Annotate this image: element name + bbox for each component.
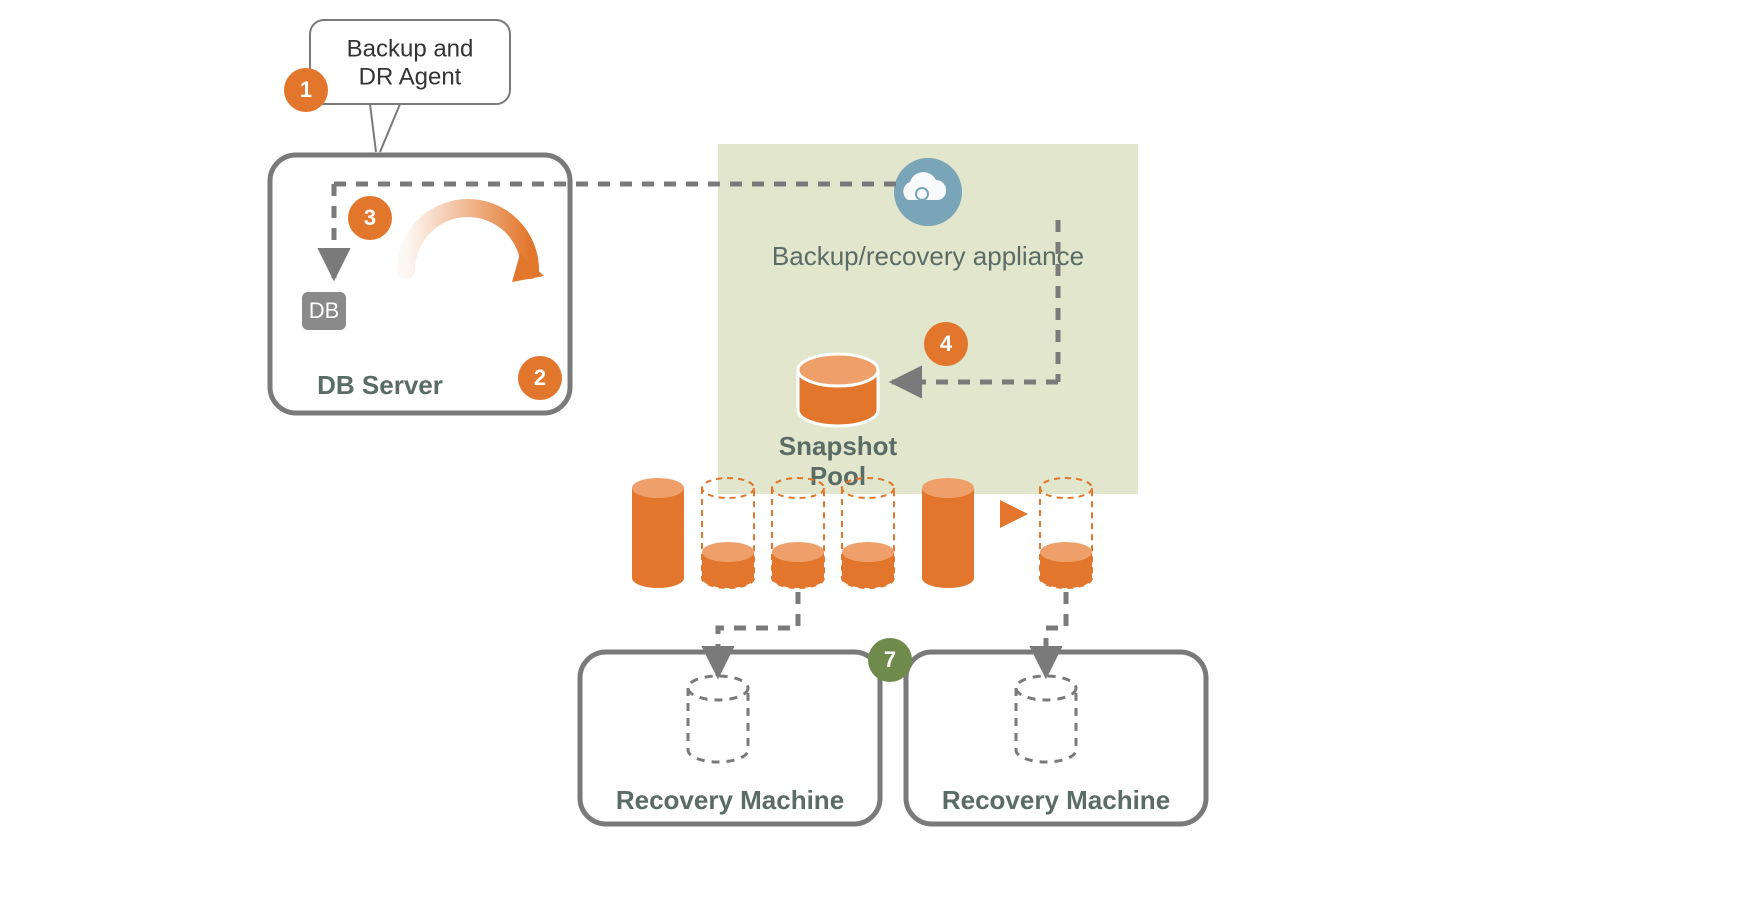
recovery-right-disk-top-icon bbox=[1016, 676, 1076, 700]
db-server-label: DB Server bbox=[317, 370, 443, 400]
pool-arrow-icon bbox=[1000, 500, 1028, 528]
appliance-label: Backup/recovery appliance bbox=[772, 241, 1084, 271]
pool-cylinder-top-icon bbox=[632, 478, 684, 498]
conn-pool-right bbox=[1046, 592, 1066, 676]
conn-pool-left bbox=[718, 592, 798, 676]
transfer-arc-icon bbox=[406, 208, 530, 270]
pool-cylinder-fill-top-icon bbox=[1040, 542, 1092, 562]
callout-line1: Backup and bbox=[347, 35, 474, 62]
badge-1-label: 1 bbox=[300, 77, 312, 102]
pool-cylinder-top-icon bbox=[922, 478, 974, 498]
pool-cylinder-fill-top-icon bbox=[702, 542, 754, 562]
snapshot-label-1: Snapshot bbox=[779, 431, 898, 461]
pool-cylinder-icon bbox=[922, 488, 974, 588]
snapshot-disk-top-icon bbox=[798, 354, 878, 386]
badge-4-label: 4 bbox=[940, 331, 953, 356]
callout-tail bbox=[370, 104, 376, 152]
pool-cylinder-icon bbox=[632, 488, 684, 588]
snapshot-label-2: Pool bbox=[810, 461, 866, 491]
callout-line2: DR Agent bbox=[359, 63, 462, 90]
badge-3-label: 3 bbox=[364, 205, 376, 230]
recovery-right-label: Recovery Machine bbox=[942, 785, 1170, 815]
recovery-left-label: Recovery Machine bbox=[616, 785, 844, 815]
badge-7-label: 7 bbox=[884, 647, 896, 672]
pool-cylinder-fill-top-icon bbox=[842, 542, 894, 562]
db-icon-label: DB bbox=[309, 298, 340, 323]
callout-tail bbox=[380, 104, 400, 152]
badge-2-label: 2 bbox=[534, 365, 546, 390]
pool-cylinder-fill-top-icon bbox=[772, 542, 824, 562]
recovery-left-disk-top-icon bbox=[688, 676, 748, 700]
